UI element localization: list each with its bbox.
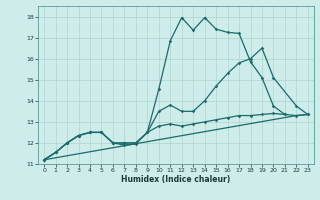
X-axis label: Humidex (Indice chaleur): Humidex (Indice chaleur): [121, 175, 231, 184]
